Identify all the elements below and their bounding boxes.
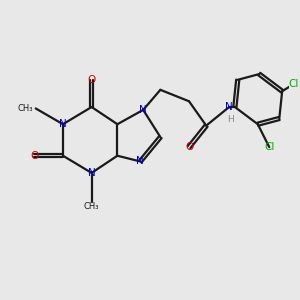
Text: O: O: [185, 142, 193, 152]
Text: H: H: [227, 115, 234, 124]
Text: N: N: [59, 119, 67, 129]
Text: O: O: [30, 151, 38, 161]
Text: CH₃: CH₃: [17, 104, 33, 113]
Text: N: N: [136, 157, 144, 166]
Text: Cl: Cl: [264, 142, 274, 152]
Text: Cl: Cl: [288, 79, 299, 89]
Text: N: N: [88, 168, 95, 178]
Text: N: N: [225, 102, 233, 112]
Text: N: N: [139, 105, 147, 115]
Text: CH₃: CH₃: [84, 202, 99, 211]
Text: O: O: [88, 75, 96, 85]
